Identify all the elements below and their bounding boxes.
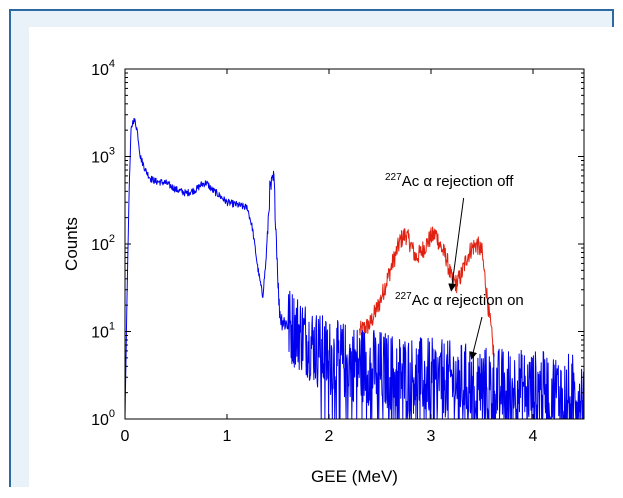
y-tick-label: 104 [91,58,115,79]
y-axis-label: Counts [62,217,81,271]
annotation-superscript: 227 [385,172,402,183]
y-tick-exp: 4 [109,58,115,70]
series-line-1 [359,226,495,358]
annotation-superscript: 227 [395,291,412,302]
annotation-arrow [448,197,465,292]
annotation-label: 227Ac α rejection on [395,291,524,309]
y-tick-base: 10 [91,62,109,79]
annotation-text: Ac α rejection off [402,173,515,190]
annotation-text: Ac α rejection on [412,292,524,309]
x-tick-label: 3 [427,428,436,445]
y-tick-label: 102 [91,233,115,254]
y-tick-label: 100 [91,408,115,429]
y-tick-base: 10 [91,325,109,342]
y-tick-exp: 0 [109,408,115,420]
y-tick-base: 10 [91,412,109,429]
y-tick-base: 10 [91,237,109,254]
x-tick-label: 0 [121,428,130,445]
figure-frame: 0 1 2 3 4 100 101 102 103 104 GEE (MeV) Counts 227… [9,9,615,498]
x-axis-label: GEE (MeV) [311,467,398,486]
series-line-0 [124,117,585,420]
x-tick-label: 2 [325,428,334,445]
x-tick-label: 4 [529,428,538,445]
annotation-label: 227Ac α rejection off [385,172,514,190]
chart-figure: 0 1 2 3 4 100 101 102 103 104 GEE (MeV) Counts 227… [29,27,615,498]
y-tick-exp: 1 [109,321,115,333]
y-tick-base: 10 [91,150,109,167]
y-tick-exp: 2 [109,233,115,245]
y-tick-exp: 3 [109,146,115,158]
y-tick-label: 103 [91,146,115,167]
x-tick-label: 1 [223,428,232,445]
y-tick-label: 101 [91,321,115,342]
annotation-arrow [469,316,483,360]
